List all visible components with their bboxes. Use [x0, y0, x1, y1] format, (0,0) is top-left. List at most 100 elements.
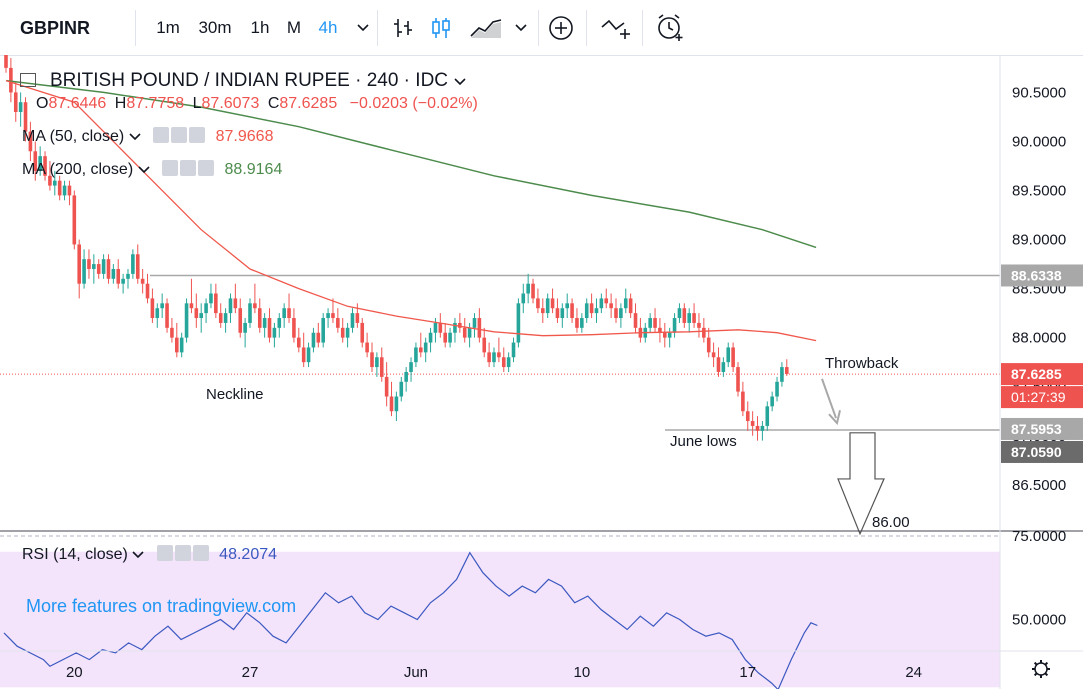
candle	[750, 421, 755, 426]
eye-icon[interactable]	[162, 160, 179, 176]
candle	[140, 278, 145, 284]
chevron-down-icon[interactable]	[350, 12, 376, 44]
candle	[135, 254, 140, 279]
eye-icon[interactable]	[156, 545, 173, 561]
close-icon[interactable]	[198, 160, 215, 176]
candle	[497, 352, 501, 358]
interval-1h[interactable]: 1h	[250, 18, 270, 37]
candle	[350, 313, 355, 328]
candle	[521, 293, 526, 304]
candle	[184, 303, 189, 338]
rsi-value: 48.2074	[219, 546, 278, 563]
chevron-down-icon[interactable]	[138, 161, 150, 178]
plus-circle-icon[interactable]	[546, 12, 576, 44]
eye-icon[interactable]	[153, 127, 170, 143]
candles-icon[interactable]	[426, 12, 456, 44]
candle	[775, 381, 779, 397]
chevron-down-icon[interactable]	[454, 73, 466, 90]
candle	[516, 303, 521, 343]
candle	[614, 308, 618, 319]
candle	[785, 367, 789, 374]
candle	[209, 293, 213, 304]
ohlc-row: O87.6446 H87.7758 L87.6073 C87.6285 −0.0…	[36, 95, 478, 113]
interval-4h[interactable]: 4h	[318, 18, 338, 37]
june-low-tag	[1001, 417, 1083, 440]
chevron-down-icon[interactable]	[508, 12, 534, 44]
chevron-down-icon[interactable]	[129, 128, 141, 145]
interval-1m[interactable]: 1m	[156, 18, 180, 37]
toolbar-divider	[538, 10, 539, 46]
low-value: 87.6073	[201, 95, 260, 112]
candle	[526, 283, 530, 294]
candle	[511, 342, 516, 358]
ma200-legend[interactable]: MA (200, close) 88.9164	[22, 160, 282, 179]
candle	[262, 318, 267, 328]
close-icon[interactable]	[192, 545, 209, 561]
indicators-icon[interactable]	[598, 12, 634, 44]
symbol-search[interactable]: GBPINR	[20, 18, 91, 38]
candle	[360, 322, 365, 343]
candle	[287, 308, 291, 319]
candle	[145, 283, 150, 299]
candle	[716, 357, 721, 372]
candle	[682, 308, 687, 323]
ma50-label: MA (50, close)	[22, 128, 125, 145]
candle	[272, 327, 277, 338]
gear-icon[interactable]	[174, 545, 191, 561]
candle	[214, 293, 218, 314]
collapse-icon[interactable]	[20, 73, 36, 87]
gear-icon[interactable]	[171, 127, 188, 143]
candle	[199, 313, 203, 319]
last-price-tag	[1001, 363, 1083, 386]
close-label: C	[267, 95, 280, 112]
legend-title-row: BRITISH POUND / INDIAN RUPEE · 240 · IDC	[20, 70, 466, 92]
change-value: −0.0203 (−0.02%)	[349, 95, 478, 112]
legend-title: BRITISH POUND / INDIAN RUPEE · 240 · IDC	[50, 70, 449, 91]
candle	[389, 396, 394, 412]
area-chart-icon[interactable]	[466, 12, 506, 44]
candle	[584, 303, 589, 319]
chevron-down-icon[interactable]	[132, 546, 144, 563]
price-tags: 88.6338 87.6285 01:27:39 87.5953 87.0590	[1001, 264, 1083, 463]
candle	[238, 308, 243, 333]
time-tick-label: 24	[905, 664, 922, 681]
annotation-arrows	[821, 378, 885, 536]
candle	[297, 337, 301, 348]
candle	[770, 396, 774, 407]
candle	[9, 67, 13, 93]
candle	[433, 322, 438, 333]
candle	[419, 347, 423, 353]
close-icon[interactable]	[189, 127, 206, 143]
candle	[560, 308, 565, 319]
throwback-arrow	[821, 378, 837, 419]
alarm-add-icon[interactable]	[652, 12, 688, 44]
target-label: 86.00	[872, 514, 910, 531]
candle	[428, 332, 433, 343]
ma50-legend[interactable]: MA (50, close) 87.9668	[22, 127, 273, 146]
candle	[487, 352, 491, 363]
gear-icon[interactable]	[180, 160, 197, 176]
watermark-link[interactable]: More features on tradingview.com	[26, 596, 297, 616]
candle	[726, 347, 731, 363]
candle	[702, 327, 706, 338]
candle	[609, 303, 613, 309]
rsi-legend[interactable]: RSI (14, close) 48.2074	[22, 545, 277, 564]
candle	[155, 308, 160, 319]
gear-icon[interactable]	[1032, 660, 1050, 678]
price-tick-label: 90.5000	[1012, 84, 1066, 101]
countdown-tag-text: 01:27:39	[1011, 389, 1066, 405]
candle	[331, 313, 335, 319]
interval-m[interactable]: M	[286, 18, 302, 37]
time-axis: 20 27 Jun 10 17 24	[66, 664, 922, 681]
candle	[179, 337, 184, 353]
bar-chart-icon[interactable]	[388, 12, 418, 44]
candle	[438, 322, 443, 333]
candle	[623, 298, 628, 309]
candle	[121, 278, 125, 284]
candle	[233, 298, 238, 309]
candle	[13, 92, 18, 113]
candle	[170, 327, 174, 338]
interval-30m[interactable]: 30m	[198, 18, 232, 37]
chart-canvas[interactable]: 90.500090.000089.500089.000088.500088.00…	[0, 55, 1083, 689]
